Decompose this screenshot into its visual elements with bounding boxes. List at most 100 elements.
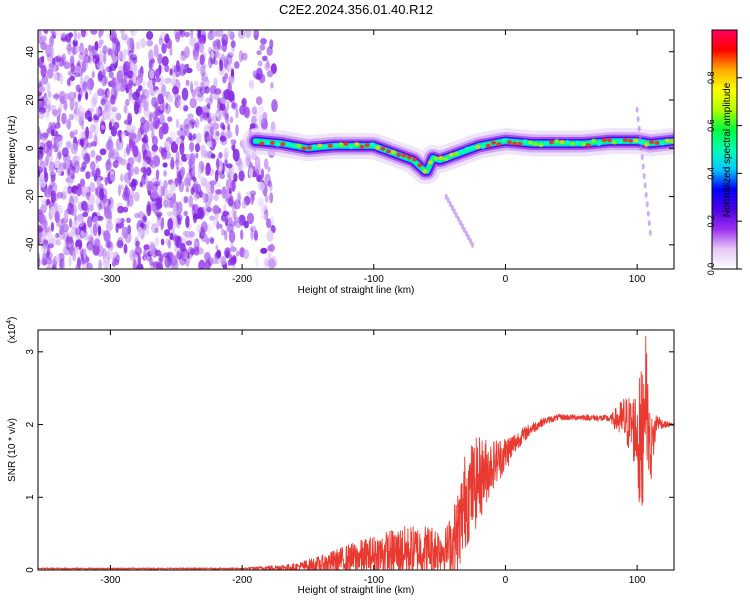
noise-speckle bbox=[101, 69, 106, 78]
noise-speckle bbox=[191, 166, 196, 176]
ridge-hotspot bbox=[380, 146, 386, 151]
noise-speckle bbox=[169, 131, 177, 142]
noise-speckle bbox=[69, 55, 75, 67]
ridge-hotspot bbox=[375, 145, 381, 150]
noise-speckle bbox=[150, 223, 159, 234]
noise-speckle bbox=[149, 69, 155, 80]
noise-speckle bbox=[222, 210, 230, 217]
noise-speckle bbox=[160, 238, 165, 246]
noise-speckle bbox=[172, 86, 179, 95]
noise-speckle bbox=[80, 178, 85, 188]
noise-speckle bbox=[109, 171, 115, 182]
ridge-hotspot bbox=[570, 141, 576, 146]
noise-speckle bbox=[215, 244, 219, 251]
noise-speckle bbox=[249, 190, 257, 196]
noise-speckle bbox=[183, 177, 191, 187]
noise-speckle bbox=[180, 50, 185, 56]
side-track-mark bbox=[467, 234, 470, 241]
side-track-mark bbox=[635, 106, 639, 113]
noise-speckle bbox=[148, 59, 153, 70]
noise-speckle bbox=[193, 80, 199, 87]
noise-speckle bbox=[117, 156, 124, 164]
noise-speckle bbox=[97, 43, 102, 49]
ridge-hotspot bbox=[285, 142, 291, 146]
noise-speckle bbox=[38, 224, 43, 233]
noise-speckle bbox=[200, 221, 208, 233]
noise-speckle bbox=[133, 191, 140, 202]
noise-speckle bbox=[114, 46, 119, 57]
noise-speckle bbox=[196, 132, 202, 145]
noise-speckle bbox=[48, 62, 55, 69]
side-track-mark bbox=[645, 201, 649, 208]
ridge-hotspot bbox=[659, 141, 665, 146]
noise-speckle bbox=[167, 94, 173, 103]
noise-speckle bbox=[202, 80, 210, 88]
noise-speckle bbox=[129, 53, 138, 61]
noise-speckle bbox=[104, 104, 109, 112]
noise-speckle bbox=[173, 259, 179, 269]
noise-speckle bbox=[231, 208, 237, 216]
noise-speckle bbox=[212, 40, 218, 47]
noise-speckle bbox=[178, 63, 187, 77]
noise-speckle bbox=[40, 205, 47, 212]
noise-speckle bbox=[38, 30, 42, 40]
side-track-mark bbox=[640, 154, 644, 160]
noise-speckle bbox=[198, 106, 204, 115]
noise-speckle bbox=[92, 216, 99, 224]
side-track-mark bbox=[471, 241, 474, 248]
noise-speckle bbox=[38, 111, 45, 120]
noise-speckle bbox=[89, 123, 96, 133]
ridge-hotspot bbox=[591, 138, 597, 143]
noise-speckle bbox=[188, 132, 193, 141]
noise-speckle bbox=[142, 215, 148, 222]
noise-speckle bbox=[185, 186, 190, 193]
noise-speckle bbox=[102, 230, 107, 237]
noise-speckle bbox=[131, 91, 140, 101]
noise-speckle bbox=[85, 126, 89, 139]
noise-speckle bbox=[241, 200, 247, 209]
noise-speckle bbox=[180, 242, 186, 253]
noise-speckle bbox=[176, 166, 180, 178]
side-track-mark bbox=[458, 219, 462, 226]
noise-speckle bbox=[137, 254, 141, 267]
noise-speckle bbox=[79, 42, 84, 56]
noise-speckle bbox=[132, 259, 137, 269]
noise-speckle bbox=[188, 165, 195, 172]
noise-speckle bbox=[69, 96, 77, 108]
noise-speckle bbox=[151, 144, 159, 152]
noise-speckle bbox=[200, 81, 204, 88]
noise-speckle bbox=[234, 61, 240, 69]
noise-speckle bbox=[219, 102, 226, 112]
colorbar-tick-label: 0.0 bbox=[706, 263, 716, 276]
ridge-hotspot bbox=[391, 150, 396, 155]
noise-speckle bbox=[229, 257, 237, 266]
noise-speckle bbox=[255, 255, 259, 268]
noise-speckle bbox=[198, 40, 205, 53]
noise-speckle bbox=[195, 152, 199, 159]
noise-speckle bbox=[221, 186, 227, 199]
noise-speckle bbox=[170, 78, 177, 86]
noise-speckle bbox=[164, 255, 172, 268]
noise-speckle bbox=[126, 217, 131, 223]
noise-speckle bbox=[68, 113, 75, 121]
ridge-hotspot bbox=[443, 156, 449, 161]
snr-x-axis-label: Height of straight line (km) bbox=[298, 585, 415, 596]
noise-speckle bbox=[110, 76, 118, 89]
noise-speckle bbox=[99, 200, 106, 210]
ridge-hotspot bbox=[564, 139, 570, 144]
noise-speckle bbox=[172, 205, 179, 217]
noise-speckle bbox=[78, 219, 85, 228]
noise-speckle bbox=[177, 235, 183, 245]
noise-speckle bbox=[104, 255, 109, 263]
noise-speckle bbox=[183, 210, 188, 217]
noise-speckle bbox=[219, 223, 223, 229]
ridge-hotspot bbox=[449, 152, 454, 157]
noise-speckle bbox=[65, 141, 72, 148]
noise-speckle bbox=[150, 204, 157, 212]
noise-speckle bbox=[155, 68, 161, 78]
noise-speckle bbox=[59, 225, 64, 236]
noise-speckle bbox=[126, 123, 133, 133]
noise-speckle bbox=[190, 30, 194, 38]
ridge-hotspot bbox=[422, 169, 428, 174]
noise-speckle bbox=[107, 89, 112, 100]
